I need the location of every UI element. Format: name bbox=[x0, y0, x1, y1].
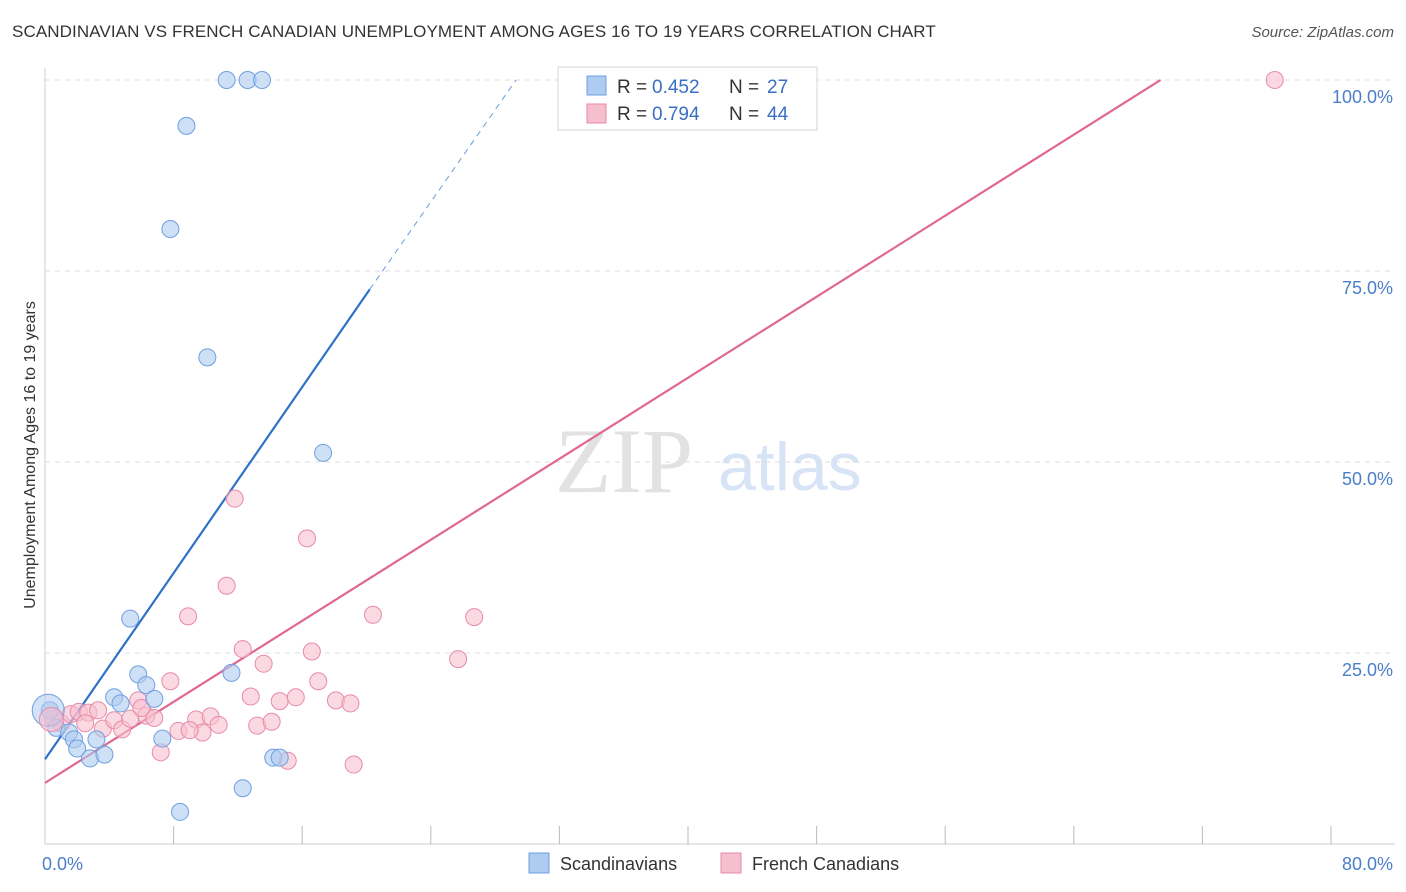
legend-r-value-2: 0.794 bbox=[652, 104, 700, 125]
point-french-canadians-23 bbox=[233, 640, 252, 659]
source-label: Source: ZipAtlas.com bbox=[1251, 24, 1394, 41]
legend-n-label-1: N = bbox=[729, 77, 759, 98]
point-scandinavians-15 bbox=[171, 802, 190, 821]
y-tick-label-75: 75.0% bbox=[1342, 278, 1393, 298]
legend-n-label-2: N = bbox=[729, 104, 759, 125]
chart-title: SCANDINAVIAN VS FRENCH CANADIAN UNEMPLOY… bbox=[12, 22, 936, 41]
point-french-canadians-26 bbox=[254, 654, 273, 673]
point-french-canadians-40 bbox=[1265, 71, 1284, 89]
trend-line-scandinavians-extension bbox=[369, 79, 517, 290]
point-french-canadians-33 bbox=[309, 672, 328, 691]
point-french-canadians-21 bbox=[217, 576, 236, 595]
point-french-canadians-38 bbox=[449, 650, 468, 669]
watermark-zip: ZIP bbox=[555, 410, 693, 512]
legend-n-value-1: 27 bbox=[767, 77, 788, 98]
y-axis-label: Unemployment Among Ages 16 to 19 years bbox=[22, 301, 39, 609]
trend-line-french-canadians bbox=[44, 79, 1162, 784]
point-scandinavians-16 bbox=[177, 116, 196, 135]
point-scandinavians-4 bbox=[68, 739, 87, 758]
point-french-canadians-30 bbox=[286, 688, 305, 707]
point-scandinavians-26 bbox=[314, 443, 333, 462]
tick-labels: 25.0% 50.0% 75.0% 100.0% 0.0% 80.0% bbox=[42, 87, 1393, 874]
point-scandinavians-25 bbox=[270, 748, 289, 767]
trend-line-scandinavians bbox=[44, 288, 371, 760]
point-scandinavians-10 bbox=[121, 609, 140, 628]
x-tick-label-left: 0.0% bbox=[42, 854, 83, 874]
point-scandinavians-17 bbox=[161, 219, 180, 238]
point-french-canadians-42 bbox=[180, 721, 199, 740]
point-scandinavians-19 bbox=[217, 71, 236, 89]
y-tick-label-50: 50.0% bbox=[1342, 469, 1393, 489]
legend-n-value-2: 44 bbox=[767, 104, 789, 125]
x-tick-label-right: 80.0% bbox=[1342, 854, 1393, 874]
point-french-canadians-12 bbox=[145, 708, 164, 727]
y-tick-label-100: 100.0% bbox=[1332, 87, 1393, 107]
watermark-atlas: atlas bbox=[718, 429, 862, 505]
point-french-canadians-32 bbox=[302, 642, 321, 661]
point-scandinavians-14 bbox=[153, 729, 172, 748]
bottom-legend-french-canadians: French Canadians bbox=[752, 854, 899, 874]
series-legend: Scandinavians French Canadians bbox=[528, 852, 899, 874]
point-french-canadians-16 bbox=[179, 607, 198, 626]
point-scandinavians-13 bbox=[145, 689, 164, 708]
point-scandinavians-6 bbox=[87, 730, 106, 749]
point-scandinavians-18 bbox=[198, 348, 217, 367]
point-french-canadians-43 bbox=[76, 714, 95, 733]
gridlines bbox=[45, 79, 1395, 654]
point-french-canadians-27 bbox=[262, 712, 281, 731]
watermark: ZIP atlas bbox=[555, 410, 862, 512]
point-french-canadians-41 bbox=[132, 699, 151, 718]
y-tick-label-25: 25.0% bbox=[1342, 660, 1393, 680]
point-french-canadians-35 bbox=[341, 694, 360, 713]
point-scandinavians-22 bbox=[222, 663, 241, 682]
bottom-legend-swatch-scandinavians bbox=[528, 852, 550, 874]
legend-swatch-french-canadians bbox=[586, 103, 607, 124]
point-french-canadians-39 bbox=[465, 608, 484, 627]
point-french-canadians-cluster bbox=[38, 706, 64, 732]
point-french-canadians-24 bbox=[241, 687, 260, 706]
point-french-canadians-20 bbox=[209, 715, 228, 734]
legend-r-label-2: R = bbox=[617, 104, 647, 125]
point-french-canadians-37 bbox=[363, 605, 382, 624]
point-french-canadians-28 bbox=[270, 692, 289, 711]
trend-lines bbox=[44, 79, 1162, 784]
legend-r-value-1: 0.452 bbox=[652, 77, 700, 98]
bottom-legend-scandinavians: Scandinavians bbox=[560, 854, 677, 874]
point-scandinavians-12 bbox=[137, 676, 156, 695]
point-scandinavians-9 bbox=[111, 694, 130, 713]
legend-swatch-scandinavians bbox=[586, 75, 607, 96]
point-scandinavians-23 bbox=[233, 779, 252, 798]
legend-r-label-1: R = bbox=[617, 77, 647, 98]
point-french-canadians-5 bbox=[89, 701, 108, 720]
point-french-canadians-31 bbox=[298, 529, 317, 548]
point-french-canadians-22 bbox=[225, 489, 244, 508]
point-french-canadians-36 bbox=[344, 755, 363, 774]
data-points bbox=[31, 71, 1284, 821]
correlation-legend: R = 0.452 N = 27 R = 0.794 N = 44 bbox=[557, 66, 818, 131]
point-scandinavians-7 bbox=[95, 745, 114, 764]
bottom-legend-swatch-french-canadians bbox=[720, 852, 742, 874]
point-scandinavians-21 bbox=[253, 71, 272, 89]
point-french-canadians-14 bbox=[161, 672, 180, 691]
